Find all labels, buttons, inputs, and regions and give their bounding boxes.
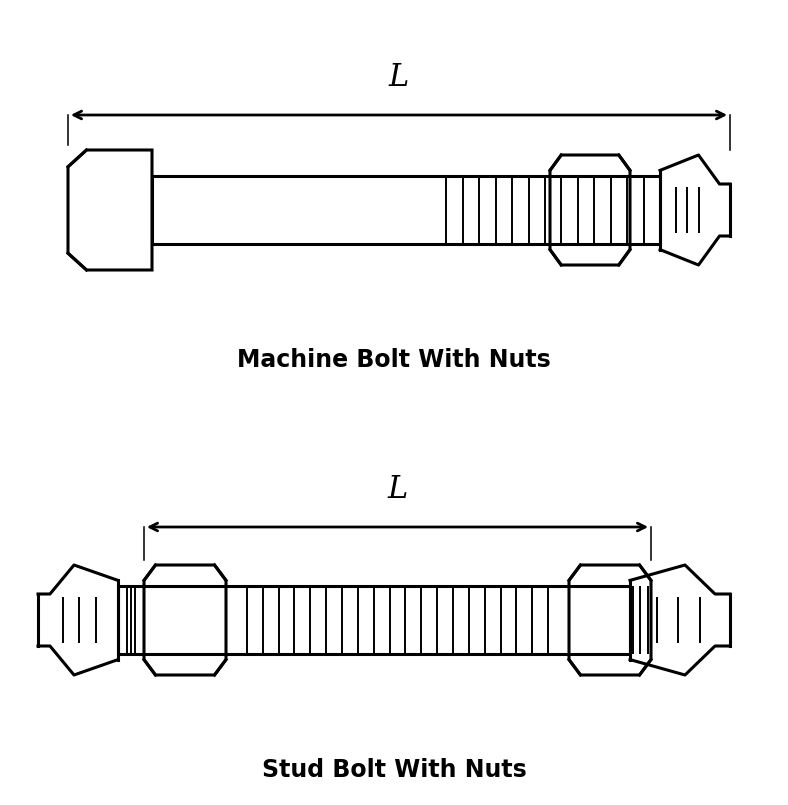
Text: L: L [388,62,409,93]
Bar [152,176,660,244]
Text: Stud Bolt With Nuts: Stud Bolt With Nuts [262,758,526,782]
Text: Machine Bolt With Nuts: Machine Bolt With Nuts [237,348,551,372]
Text: L: L [388,474,407,505]
Bar [118,586,630,654]
